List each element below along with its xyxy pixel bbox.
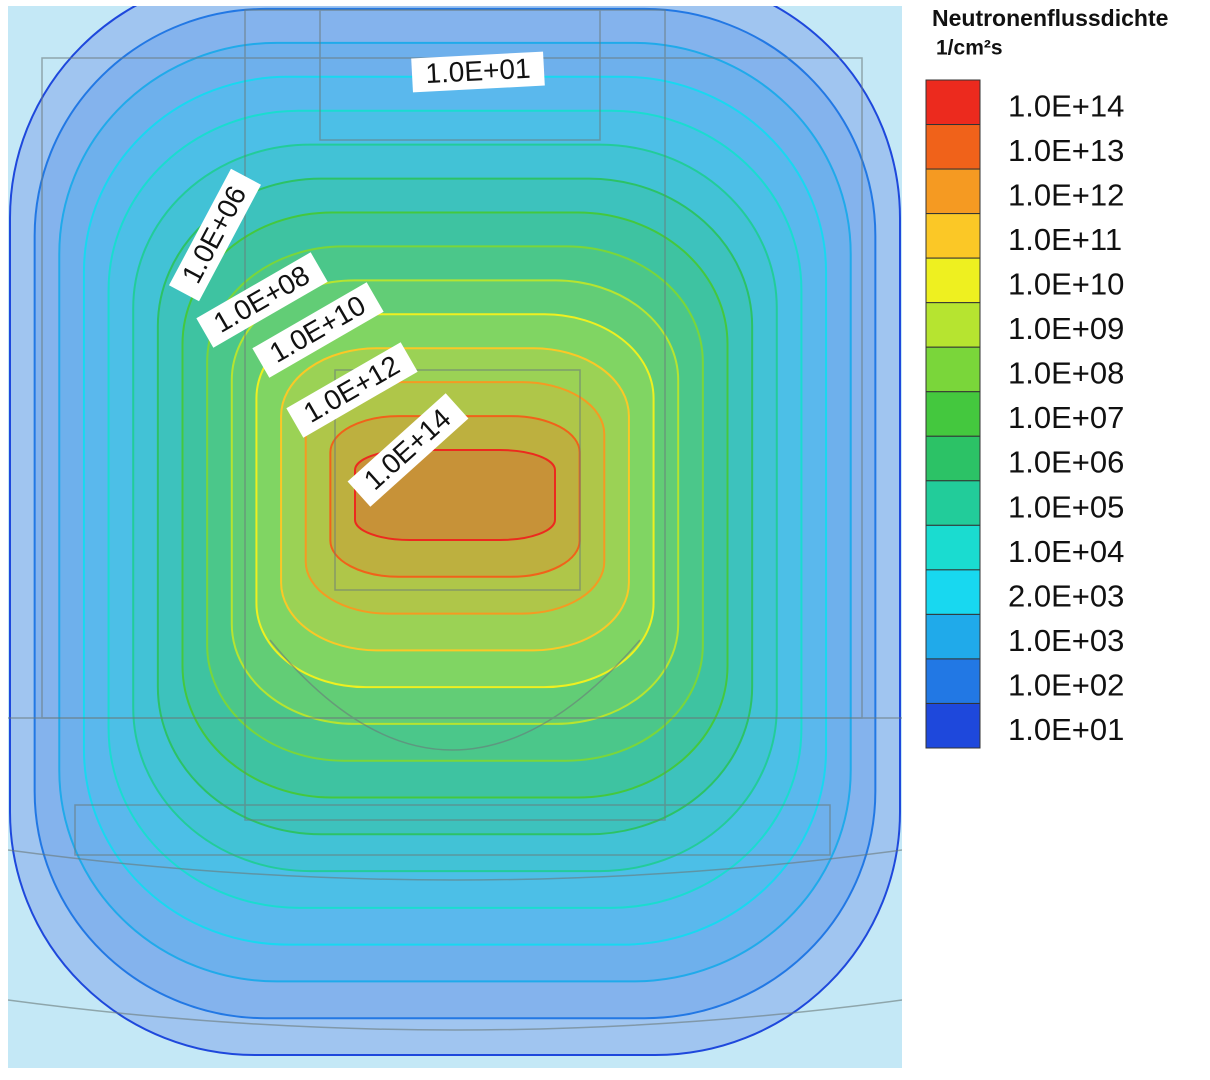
legend-label: 1.0E+02 <box>1008 667 1124 702</box>
legend-swatch <box>925 213 981 259</box>
legend-title: Neutronenflussdichte <box>932 5 1168 31</box>
legend-swatch <box>925 435 981 482</box>
legend-label: 1.0E+01 <box>1008 712 1124 747</box>
contour-label-box <box>286 342 418 438</box>
legend-swatch <box>925 79 981 126</box>
reactor-structure <box>8 9 902 1031</box>
legend-swatch <box>925 613 981 660</box>
legend-label: 1.0E+10 <box>1008 267 1124 302</box>
legend-swatch <box>925 391 981 437</box>
legend-label: 1.0E+05 <box>1008 489 1124 524</box>
legend-label: 1.0E+14 <box>1008 88 1124 123</box>
contour-region <box>181 211 729 799</box>
contour-field <box>9 6 901 1056</box>
legend-swatch <box>925 569 981 615</box>
legend-label: 1.0E+11 <box>1008 222 1122 257</box>
contour-region <box>58 41 852 983</box>
contour-region <box>9 6 901 1056</box>
contour-region <box>206 245 704 762</box>
contour-region <box>255 313 655 689</box>
contour-label-box <box>169 168 261 302</box>
legend-label: 1.0E+09 <box>1008 311 1124 346</box>
contour-region <box>107 109 803 909</box>
legend-label: 1.0E+06 <box>1008 445 1124 480</box>
contour-region <box>280 347 630 652</box>
legend-label: 1.0E+03 <box>1008 623 1124 658</box>
contour-label-box <box>196 252 328 348</box>
legend-swatch <box>925 524 981 571</box>
legend-label: 1.0E+04 <box>1008 534 1124 569</box>
legend-label: 1.0E+12 <box>1008 178 1124 213</box>
contour-label-box <box>252 282 384 378</box>
legend-swatch <box>925 257 981 304</box>
contour-label-box <box>411 51 545 93</box>
contour-region <box>304 381 606 615</box>
legend-unit: 1/cm²s <box>936 37 1003 60</box>
legend-label: 1.0E+07 <box>1008 400 1124 435</box>
contour-label-text: 1.0E+01 <box>425 53 532 89</box>
contour-label-box <box>347 393 469 507</box>
legend-label: 2.0E+03 <box>1008 578 1124 613</box>
legend-label: 1.0E+13 <box>1008 133 1124 168</box>
legend-swatch <box>925 702 981 749</box>
legend-swatch <box>925 302 981 348</box>
legend: 1.0E+14 1.0E+13 1.0E+12 1.0E+11 1.0E+10 1.0E+… <box>925 79 1124 749</box>
legend-swatch <box>925 658 981 704</box>
contour-label: 1.0E+01 <box>411 51 545 93</box>
legend-swatch <box>925 480 981 526</box>
legend-swatch <box>925 346 981 393</box>
legend-label: 1.0E+08 <box>1008 356 1124 391</box>
legend-swatch <box>925 168 981 215</box>
legend-swatch <box>925 124 981 170</box>
